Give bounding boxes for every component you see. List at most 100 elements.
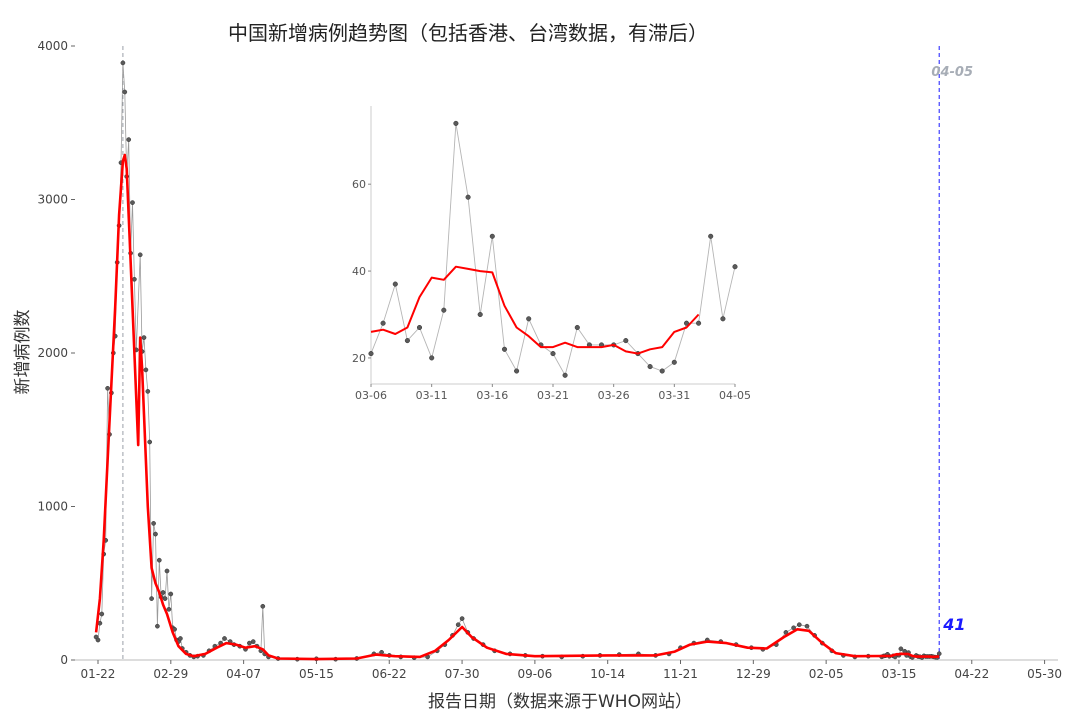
x-tick-label: 11-21 [663, 667, 698, 681]
inset-data-point [720, 316, 726, 322]
y-tick-label: 4000 [37, 39, 68, 53]
data-point [459, 616, 465, 621]
x-tick-label: 02-05 [809, 667, 844, 681]
inset-data-point [477, 311, 483, 318]
data-point [804, 623, 810, 629]
inset-data-point [562, 372, 568, 378]
x-tick-label: 02-29 [153, 667, 188, 681]
inset-raw-line [370, 123, 736, 377]
inset-data-point [501, 346, 508, 352]
inset-data-point [526, 316, 532, 322]
data-point [160, 590, 166, 595]
smooth-series-line [94, 153, 940, 661]
x-axis-title: 报告日期（数据来源于WHO网站） [428, 692, 692, 712]
x-tick-label: 10-14 [590, 667, 625, 681]
y-tick-label: 1000 [37, 500, 68, 514]
x-tick-label: 03-15 [882, 667, 917, 681]
inset-data-point [429, 355, 435, 361]
x-tick-label: 07-30 [445, 667, 480, 681]
inset-y-tick-label: 20 [352, 352, 366, 365]
data-point [105, 385, 110, 391]
data-point [137, 252, 143, 258]
inset-x-tick-label: 03-06 [355, 389, 387, 402]
inset-data-point [380, 320, 386, 326]
inset-data-point [550, 351, 556, 357]
data-point [122, 89, 128, 95]
inset-x-tick-label: 03-21 [537, 389, 569, 402]
inset-plot: 20 40 60 03-06 03-11 03-16 03-21 03-26 03-31 04-0… [352, 106, 751, 402]
data-point [168, 591, 174, 597]
inset-data-point [453, 120, 459, 126]
inset-data-point [647, 364, 653, 370]
x-tick-label: 05-15 [299, 667, 334, 681]
x-tick-label: 12-29 [736, 667, 771, 681]
data-point [162, 596, 168, 601]
x-tick-label: 04-07 [226, 667, 261, 681]
x-tick-label: 04-22 [954, 667, 989, 681]
data-point [898, 646, 904, 652]
data-point [143, 367, 149, 373]
inset-data-point [514, 368, 520, 374]
inset-data-point [489, 233, 495, 239]
data-point [120, 60, 126, 66]
x-tick-label: 05-30 [1027, 667, 1062, 681]
inset-data-point [465, 194, 471, 200]
inset-x-tick-label: 04-05 [719, 389, 751, 402]
data-point [166, 606, 172, 612]
inset-y-tick-label: 40 [352, 265, 366, 278]
data-point [151, 521, 156, 526]
inset-data-point [671, 359, 677, 365]
inset-data-point [404, 338, 410, 344]
reference-date-label: 04-05 [931, 65, 973, 80]
data-point [126, 137, 132, 142]
data-point [141, 335, 147, 340]
data-point [250, 639, 256, 644]
data-point [147, 439, 153, 445]
data-point [455, 622, 461, 628]
y-tick-label: 0 [60, 653, 68, 667]
inset-data-point [732, 264, 738, 270]
latest-value-label: 41 [942, 615, 965, 634]
inset-data-point [708, 233, 714, 239]
inset-x-tick-label: 03-16 [476, 389, 508, 402]
y-axis-title: 新增病例数 [13, 310, 33, 395]
data-point [156, 557, 162, 563]
inset-data-point [368, 351, 374, 357]
inset-data-point [623, 338, 629, 344]
inset-data-point [574, 324, 580, 331]
data-point [222, 636, 227, 641]
inset-smooth-line [370, 265, 700, 355]
data-point [178, 636, 183, 641]
inset-data-point [392, 281, 398, 287]
raw-series-line [95, 62, 940, 660]
y-tick-label: 2000 [37, 346, 68, 360]
data-point [145, 389, 151, 394]
data-point [164, 568, 170, 574]
chart-title: 中国新增病例趋势图（包括香港、台湾数据，有滞后） [228, 21, 708, 45]
data-point [130, 200, 135, 205]
inset-data-point [416, 324, 423, 331]
main-plot: 0 1000 2000 3000 4000 01-22 02-29 04-07 05-15 06-… [37, 39, 1062, 681]
inset-x-tick-label: 03-31 [658, 389, 690, 402]
inset-data-point [441, 307, 447, 313]
data-point [260, 603, 266, 609]
data-point [95, 637, 101, 643]
y-tick-label: 3000 [37, 193, 68, 207]
x-tick-label: 06-22 [372, 667, 407, 681]
x-tick-label: 09-06 [517, 667, 552, 681]
inset-x-tick-label: 03-11 [416, 389, 448, 402]
data-point [936, 651, 942, 657]
data-point [791, 625, 796, 631]
data-point [149, 596, 154, 601]
inset-data-point [696, 320, 702, 326]
data-point [132, 276, 137, 282]
data-point [99, 611, 105, 617]
inset-data-point [683, 320, 690, 326]
inset-x-tick-label: 03-26 [598, 389, 630, 402]
data-point [155, 623, 160, 629]
inset-data-point [659, 368, 665, 374]
inset-y-tick-label: 60 [352, 178, 366, 191]
data-point [153, 531, 158, 537]
